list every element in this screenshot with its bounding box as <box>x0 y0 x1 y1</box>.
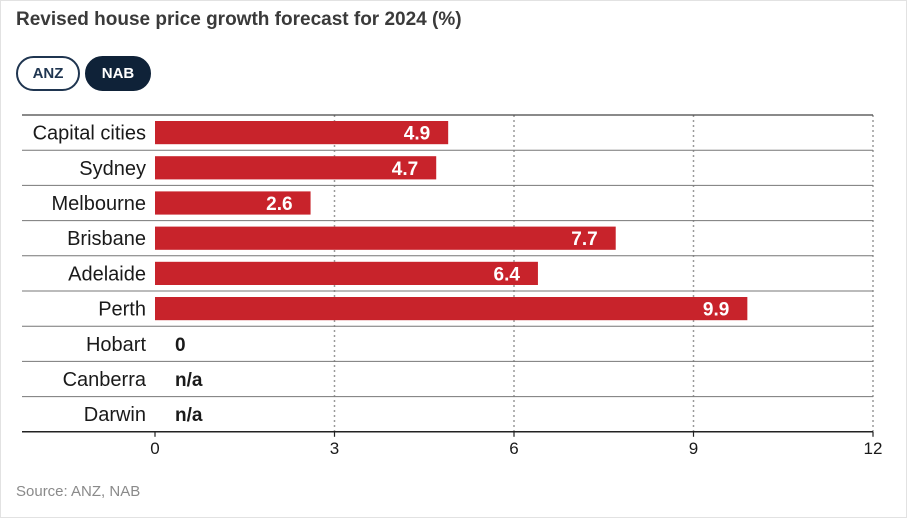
category-label: Brisbane <box>67 228 146 250</box>
data-label: 6.4 <box>494 264 521 285</box>
bar <box>155 297 748 321</box>
category-label: Sydney <box>79 158 146 180</box>
data-label: 2.6 <box>266 194 292 215</box>
x-tick-label: 12 <box>864 439 883 458</box>
category-label: Adelaide <box>68 263 146 285</box>
x-tick-label: 9 <box>689 439 698 458</box>
data-label: 4.9 <box>404 124 430 145</box>
bar <box>155 121 449 145</box>
data-label: 7.7 <box>571 229 597 250</box>
tab-nab[interactable]: NAB <box>85 56 151 91</box>
category-label: Canberra <box>63 369 147 391</box>
category-label: Capital cities <box>33 123 146 145</box>
data-label: n/a <box>175 370 203 391</box>
x-tick-label: 0 <box>150 439 159 458</box>
bar <box>155 156 437 180</box>
chart-title: Revised house price growth forecast for … <box>16 9 462 30</box>
tab-anz[interactable]: ANZ <box>16 56 80 91</box>
x-tick-label: 6 <box>509 439 518 458</box>
data-label: 0 <box>175 335 186 356</box>
data-label: 9.9 <box>703 300 729 321</box>
bar <box>155 226 616 250</box>
source-note: Source: ANZ, NAB <box>16 483 141 500</box>
category-label: Hobart <box>86 334 146 356</box>
category-label: Perth <box>98 299 146 321</box>
x-tick-label: 3 <box>330 439 339 458</box>
category-label: Darwin <box>84 404 146 426</box>
data-label: 4.7 <box>392 159 418 180</box>
bar <box>155 261 538 285</box>
data-label: n/a <box>175 405 203 426</box>
bar <box>155 191 311 215</box>
category-label: Melbourne <box>51 193 146 215</box>
